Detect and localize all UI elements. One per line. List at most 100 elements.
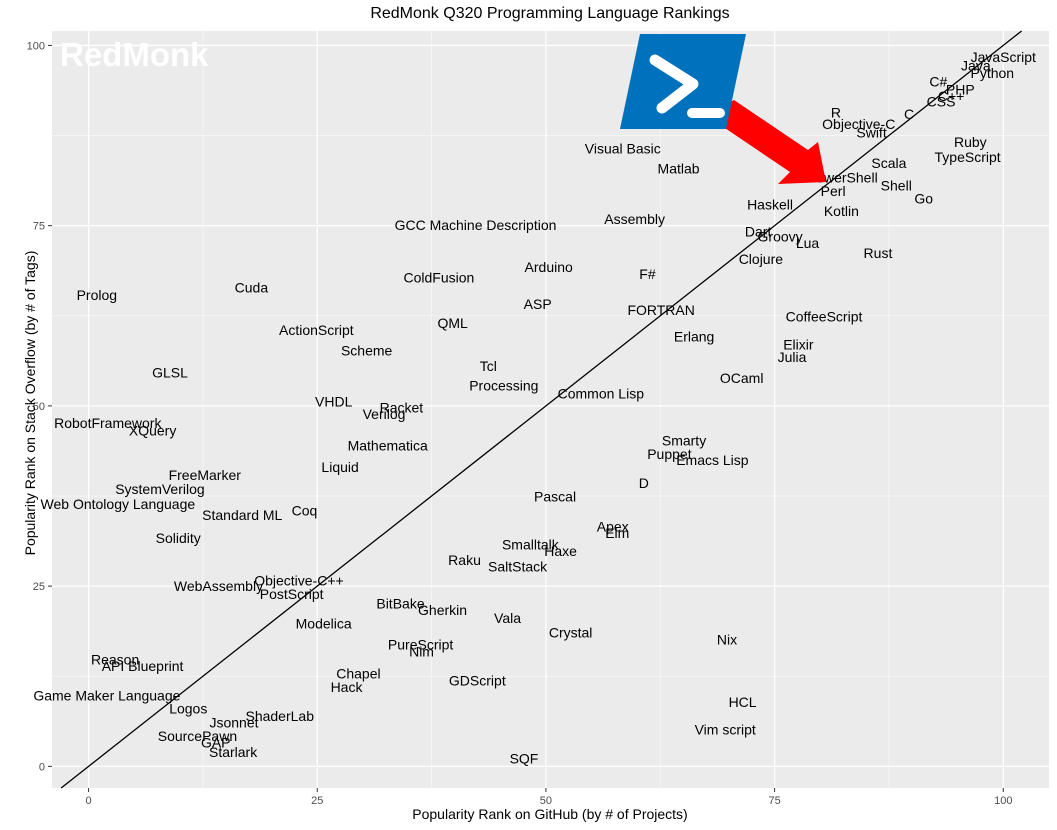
data-point-label: Go [914, 190, 933, 206]
data-point-label: Coq [292, 502, 318, 518]
data-point-label: Verilog [363, 406, 406, 422]
data-point-label: Assembly [604, 211, 665, 227]
x-tick-label: 100 [994, 795, 1012, 807]
data-point-label: FreeMarker [169, 467, 242, 483]
data-point-label: Jsonnet [209, 714, 258, 730]
data-point-label: Lua [796, 235, 820, 251]
plot-panel [52, 31, 1049, 788]
data-point-label: BitBake [376, 595, 424, 611]
data-point-label: Scala [871, 155, 906, 171]
y-tick-label: 25 [33, 581, 45, 593]
chart-title: RedMonk Q320 Programming Language Rankin… [370, 5, 730, 22]
data-point-label: Crystal [549, 624, 593, 640]
data-point-label: Java [961, 58, 991, 74]
data-point-label: Objective-C [822, 116, 895, 132]
data-point-label: F# [639, 266, 656, 282]
data-point-label: Python [970, 65, 1014, 81]
data-point-label: HCL [729, 694, 757, 710]
data-point-label: Common Lisp [558, 386, 645, 402]
data-point-label: Smarty [662, 433, 706, 449]
data-point-label: Hack [331, 679, 364, 695]
data-point-label: Chapel [336, 665, 380, 681]
data-point-label: Apex [597, 518, 629, 534]
data-point-label: SQF [510, 750, 539, 766]
data-point-label: Raku [448, 552, 481, 568]
data-point-label: Emacs Lisp [676, 452, 749, 468]
y-tick-label: 0 [39, 761, 45, 773]
y-tick-label: 50 [33, 401, 45, 413]
data-point-label: Swift [856, 125, 886, 141]
data-point-label: Pascal [534, 489, 576, 505]
data-point-label: ActionScript [279, 322, 354, 338]
x-tick-label: 25 [311, 795, 323, 807]
data-point-label: QML [437, 315, 468, 331]
x-tick-label: 50 [540, 795, 552, 807]
data-point-label: SaltStack [488, 559, 548, 575]
data-point-label: Elixir [783, 337, 814, 353]
data-point-label: Cuda [235, 280, 269, 296]
data-point-label: Reason [91, 652, 139, 668]
data-point-label: Shell [881, 177, 912, 193]
data-point-label: Smalltalk [502, 536, 560, 552]
data-point-label: Erlang [674, 329, 714, 345]
data-point-label: SystemVerilog [115, 481, 204, 497]
data-point-label: ASP [524, 296, 552, 312]
data-point-label: C [904, 106, 914, 122]
data-point-label: Gherkin [418, 602, 467, 618]
data-point-label: Racket [380, 399, 424, 415]
reference-diagonal-line [60, 30, 1022, 789]
data-point-label: RobotFramework [54, 415, 162, 431]
data-point-label: API Blueprint [102, 658, 184, 674]
data-point-label: PostScript [260, 586, 324, 602]
powershell-icon [620, 34, 746, 129]
data-point-label: Modelica [296, 616, 352, 632]
data-point-label: Scheme [341, 342, 393, 358]
data-point-label: Starlark [209, 744, 258, 760]
data-point-label: CoffeeScript [786, 308, 863, 324]
data-point-label: GLSL [152, 365, 188, 381]
x-tick-label: 75 [768, 795, 780, 807]
data-point-label: Puppet [647, 446, 691, 462]
data-point-label: Nim [409, 644, 434, 660]
data-point-label: Processing [469, 378, 538, 394]
data-point-label: Haskell [747, 197, 793, 213]
y-axis-ticks: 0 25 50 75 100 [27, 40, 52, 773]
data-point-label: Web Ontology Language [41, 496, 196, 512]
minor-gridlines [52, 31, 1049, 788]
data-point-label: Mathematica [348, 438, 428, 454]
data-point-label: WebAssembly [174, 578, 263, 594]
y-tick-label: 100 [27, 40, 45, 52]
data-point-label: R [831, 104, 841, 120]
data-point-label: CSS [927, 94, 956, 110]
data-point-label: Nix [717, 631, 737, 647]
y-tick-label: 75 [33, 221, 45, 233]
data-point-label: Haxe [544, 543, 577, 559]
data-point-label: Logos [169, 701, 207, 717]
y-axis-label: Popularity Rank on Stack Overflow (by # … [22, 250, 38, 556]
data-point-label: Vala [494, 610, 521, 626]
data-point-label: Matlab [658, 161, 700, 177]
data-point-label: Dart [745, 223, 772, 239]
data-point-label: Rust [864, 245, 893, 261]
data-point-label: PHP [946, 81, 975, 97]
language-labels: JavaScriptJavaPythonC#PHPC++CSSCRObjecti… [33, 49, 1036, 766]
data-point-label: Standard ML [202, 507, 282, 523]
data-point-label: OCaml [720, 370, 764, 386]
red-arrow [712, 100, 826, 184]
data-point-label: VHDL [315, 394, 353, 410]
data-point-label: Arduino [525, 259, 573, 275]
data-point-label: Elm [605, 525, 629, 541]
data-point-label: GDScript [449, 673, 506, 689]
data-point-label: TypeScript [935, 149, 1001, 165]
data-point-label: Vim script [695, 722, 756, 738]
x-axis-label: Popularity Rank on GitHub (by # of Proje… [412, 806, 688, 822]
data-point-label: Perl [821, 183, 846, 199]
data-point-label: Prolog [77, 287, 117, 303]
data-point-label: Kotlin [824, 203, 859, 219]
redmonk-logo: RedMonk [60, 36, 209, 73]
data-point-label: Solidity [156, 530, 201, 546]
data-point-label: PureScript [388, 637, 453, 653]
data-point-label: GCC Machine Description [395, 217, 557, 233]
data-point-label: Groovy [758, 228, 803, 244]
